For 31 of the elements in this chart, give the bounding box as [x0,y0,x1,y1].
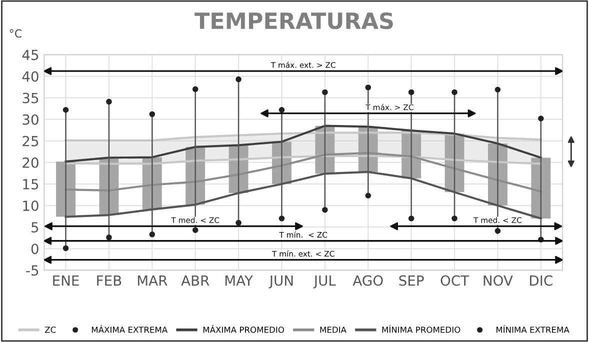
legend-label: ZC [44,326,56,333]
y-tick-label: 20 [22,157,38,168]
y-tick-label: 5 [32,222,38,233]
y-tick-label: 25 [22,136,38,146]
legend-label: MÁXIMA PROMEDIO [203,325,284,333]
chart-title: TEMPERATURAS [194,12,393,30]
x-tick-label: AGO [352,275,383,286]
y-tick-label: 35 [22,92,38,104]
legend-label: MEDIA [320,326,346,333]
y-tick-label: 0 [31,244,38,254]
legend-label: MÁXIMA EXTREMA [92,325,168,333]
x-tick-label: OCT [440,275,470,286]
y-tick-label: 45 [22,50,38,60]
x-tick-label: FEB [97,275,122,286]
y-tick-label: 30 [22,114,38,125]
legend-label: MÍNIMA EXTREMA [496,325,570,333]
x-tick-label: ABR [181,275,210,286]
legend-label: MÍNIMA PROMEDIO [382,325,460,333]
x-tick-label: DIC [530,275,552,286]
y-tick-label: 15 [23,179,38,190]
x-tick-label: NOV [484,275,513,286]
x-tick-label: MAY [225,275,254,286]
x-tick-label: JUL [313,275,336,288]
y-tick-label: 40 [22,71,38,82]
x-tick-label: MAR [138,275,168,286]
x-tick-label: ENE [53,275,79,286]
x-tick-label: JUN [268,275,293,288]
y-tick-label: 10 [23,200,38,212]
y-tick-label: -5 [26,265,38,276]
x-tick-label: SEP [399,275,424,286]
y-axis-title: °C [10,29,22,38]
